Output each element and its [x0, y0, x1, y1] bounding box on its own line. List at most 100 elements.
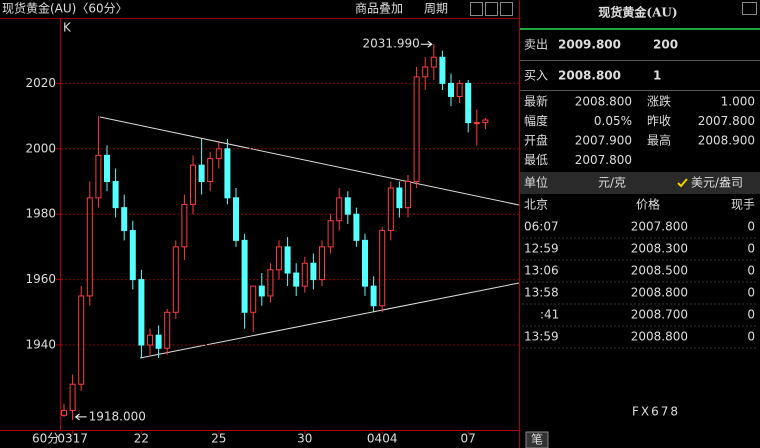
trade-time: :41: [540, 308, 559, 322]
candle-body: [276, 246, 282, 271]
candle-body: [379, 230, 386, 307]
candle-body: [190, 164, 196, 205]
button[interactable]: [470, 2, 483, 16]
candle-body: [448, 82, 454, 97]
window-title: 现货黄金(AU)〈60分〉: [2, 1, 128, 16]
trade-price: 2008.500: [631, 264, 688, 278]
candle-body: [112, 180, 119, 209]
trade-volume: 0: [747, 330, 755, 344]
trade-time: 12:59: [524, 242, 559, 256]
candle-body: [344, 197, 351, 215]
trade-price: 2008.700: [631, 308, 688, 322]
trade-price: 2008.800: [631, 286, 688, 300]
period-label: 60分: [32, 432, 59, 446]
candle-body: [284, 246, 291, 274]
quote-price: 2008.800: [558, 69, 621, 83]
series-label: K: [63, 21, 72, 35]
annotation: 2031.990: [363, 37, 420, 51]
field-label: 涨跌: [647, 94, 671, 109]
trade-volume: 0: [747, 286, 755, 300]
candle-body: [473, 122, 480, 125]
field-label: 昨收: [647, 114, 671, 128]
quote-volume: 200: [653, 38, 678, 52]
candle-body: [78, 295, 85, 385]
y-tick-label: 1940: [25, 337, 56, 351]
x-tick-label: 22: [134, 432, 149, 446]
unit-value[interactable]: 美元/盎司: [691, 176, 743, 190]
trades-header: 北京: [524, 198, 548, 212]
trade-time: 13:06: [524, 264, 559, 278]
trade-price: 2008.800: [631, 330, 688, 344]
menu-item[interactable]: 周期: [424, 2, 448, 16]
tab-label[interactable]: 笔: [531, 432, 543, 447]
button[interactable]: [500, 2, 513, 16]
unit-band: [520, 172, 760, 194]
candle-body: [465, 82, 472, 124]
trade-time: 13:58: [524, 286, 559, 300]
tab-box[interactable]: [525, 431, 549, 448]
candle-body: [215, 148, 222, 160]
trend-line: [139, 282, 520, 359]
candle-body: [405, 180, 411, 209]
watermark: FX678: [632, 405, 680, 419]
candle-body: [456, 82, 463, 97]
x-tick-label: 07: [461, 432, 476, 446]
field-label: 最新: [524, 94, 548, 109]
candle-body: [319, 246, 325, 281]
candle-body: [250, 285, 257, 313]
quote-price: 2009.800: [558, 38, 621, 52]
x-tick-label: 25: [211, 432, 226, 446]
candle-body: [69, 383, 76, 411]
trend-line: [99, 116, 520, 206]
trade-volume: 0: [747, 220, 755, 234]
annotation-arrow: [420, 40, 433, 48]
y-tick-label: 1980: [25, 207, 56, 221]
button[interactable]: [485, 2, 498, 16]
quote-volume: 1: [653, 69, 661, 83]
annotation-arrow: [74, 413, 87, 421]
menu-item[interactable]: 商品叠加: [355, 1, 403, 16]
candle-body: [301, 262, 308, 287]
field-value: 0.05%: [594, 114, 632, 128]
field-label: 最低: [524, 153, 548, 167]
candle-body: [267, 269, 274, 297]
candle-body: [147, 334, 153, 346]
x-tick-label: 0317: [57, 432, 88, 446]
trade-volume: 0: [747, 308, 755, 322]
candle-body: [121, 207, 128, 232]
candle-body: [387, 187, 394, 232]
field-label: 开盘: [524, 133, 548, 148]
candle-body: [198, 164, 205, 182]
field-label: 幅度: [524, 113, 548, 128]
unit-label: 单位: [524, 175, 548, 190]
x-tick-label: 0404: [367, 432, 398, 446]
candle-body: [336, 197, 343, 222]
candle-body: [430, 56, 437, 68]
candle-body: [310, 262, 317, 281]
candle-body: [293, 272, 300, 287]
field-value: 2008.800: [575, 95, 632, 109]
trade-volume: 0: [747, 264, 755, 278]
candle-body: [155, 334, 162, 349]
trades-header: 现手: [731, 198, 755, 212]
candle-body: [482, 119, 489, 124]
candle-body: [422, 66, 429, 78]
trade-time: 06:07: [524, 220, 559, 234]
field-value: 2007.800: [698, 114, 755, 128]
trades-header: 价格: [636, 197, 660, 212]
candle-body: [172, 246, 179, 313]
quote-label: 卖出: [524, 38, 548, 52]
candle-body: [353, 213, 360, 241]
candle-body: [207, 158, 214, 182]
button[interactable]: [742, 2, 757, 15]
candle-body: [164, 311, 171, 349]
candle-body: [439, 56, 446, 84]
check-icon: [677, 178, 688, 188]
candle-body: [362, 239, 368, 287]
candle-body: [370, 285, 377, 307]
field-label: 最高: [647, 133, 671, 148]
candle-body: [413, 76, 420, 182]
candle-body: [233, 197, 239, 241]
candle-body: [258, 285, 265, 297]
